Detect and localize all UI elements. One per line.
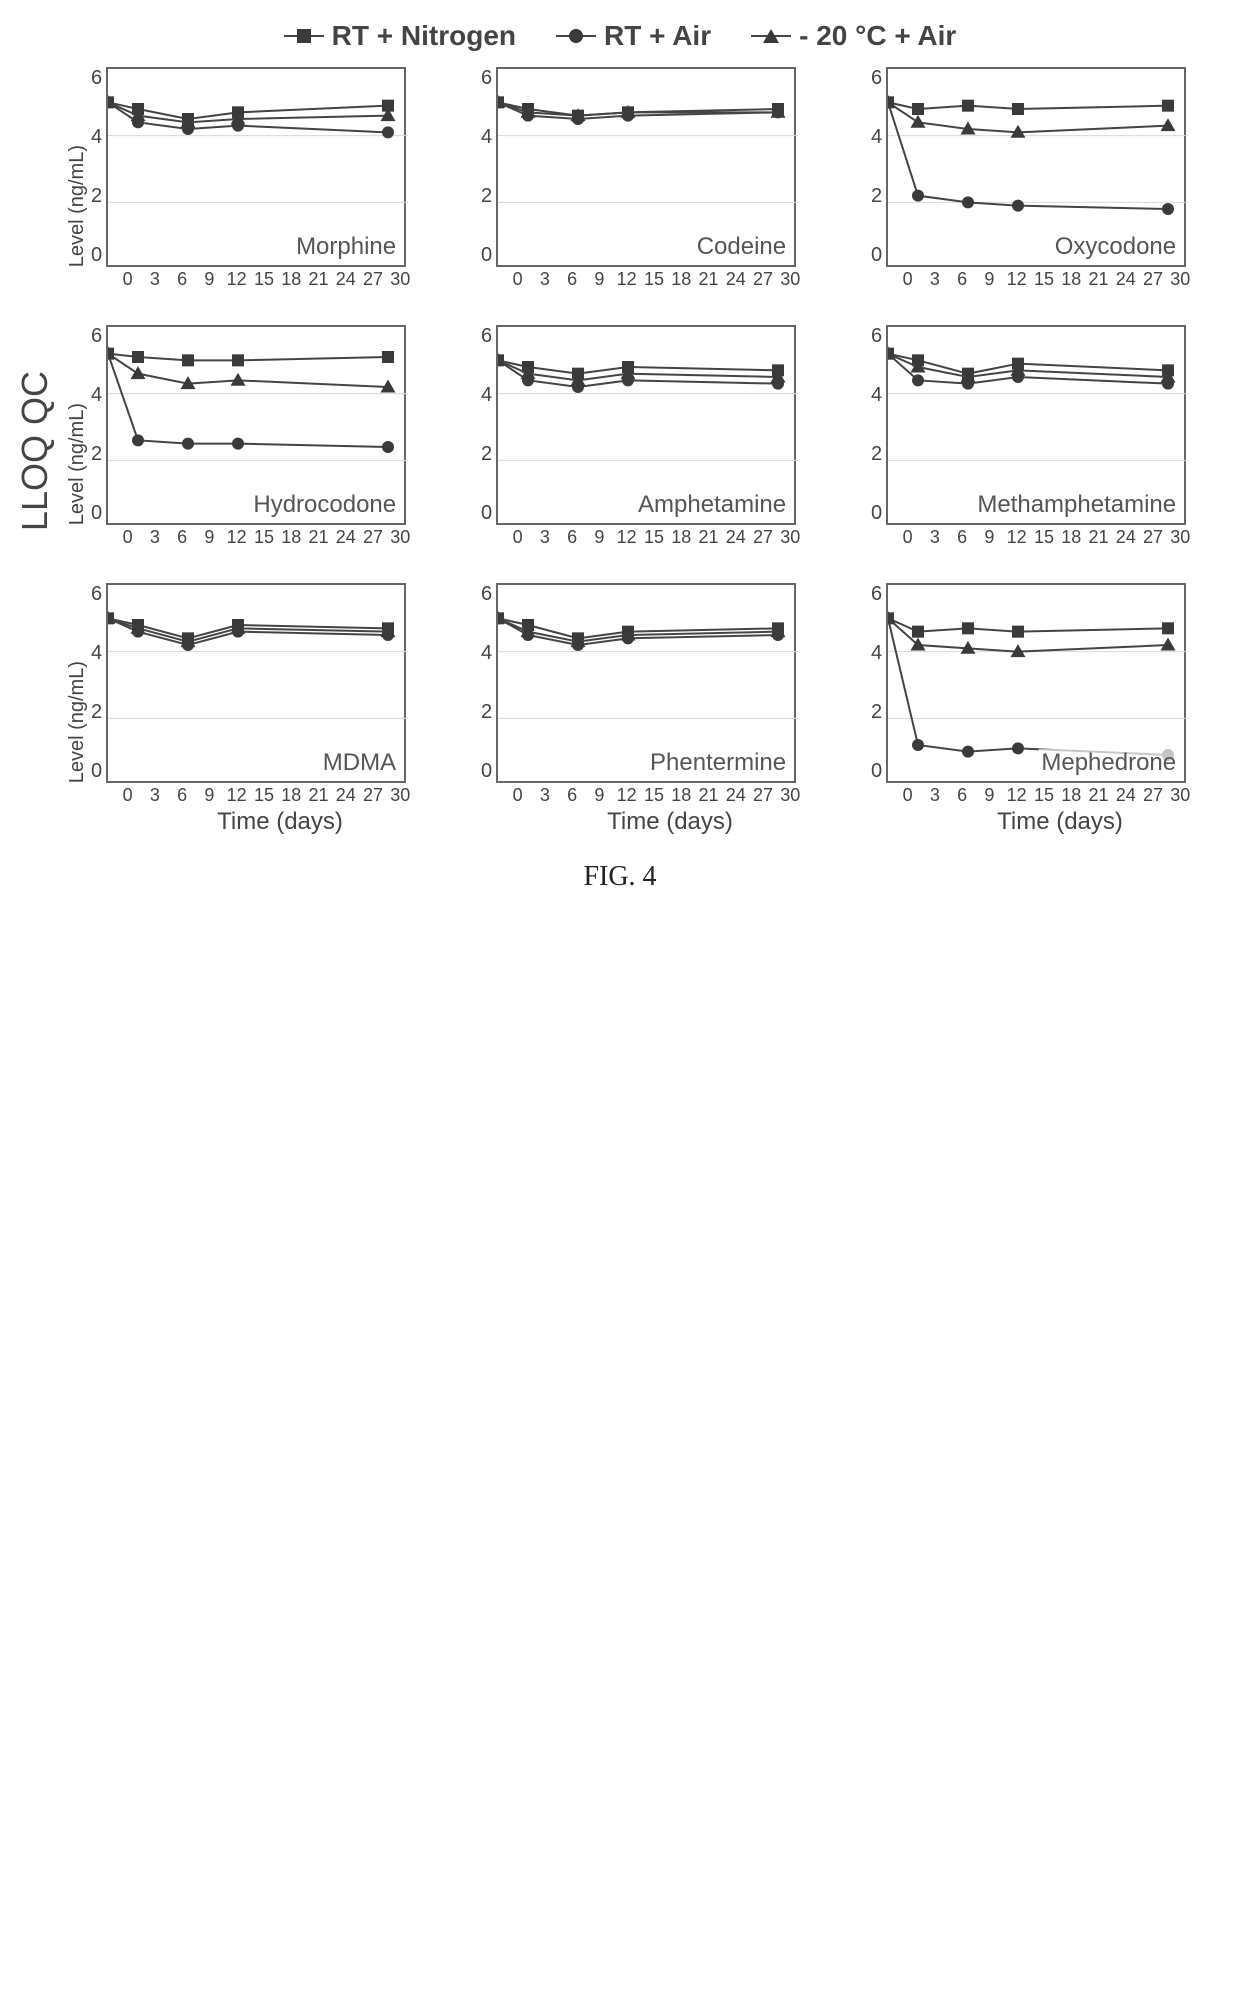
y-ticks: 6420 bbox=[871, 325, 886, 525]
x-ticks: 036912151821242730 bbox=[894, 269, 1194, 290]
y-axis-label bbox=[846, 777, 869, 783]
y-ticks: 6420 bbox=[481, 583, 496, 783]
legend-label: - 20 °C + Air bbox=[799, 20, 956, 52]
chart-title: Amphetamine bbox=[636, 491, 788, 519]
chart-cell: 6420 Amphetamine 036912151821242730 bbox=[456, 325, 836, 578]
chart-title: Codeine bbox=[695, 233, 788, 261]
legend-label: RT + Air bbox=[604, 20, 711, 52]
main-area: LLOQ QC Level (ng/mL)6420Morphine0369121… bbox=[14, 67, 1226, 836]
chart-title: Hydrocodone bbox=[251, 491, 398, 519]
side-label: LLOQ QC bbox=[14, 371, 56, 531]
x-ticks: 036912151821242730 bbox=[114, 527, 414, 548]
figure-container: RT + NitrogenRT + Air- 20 °C + Air LLOQ … bbox=[20, 20, 1220, 893]
y-axis-label bbox=[846, 261, 869, 267]
plot-area: Codeine bbox=[496, 67, 796, 267]
chart-cell: 6420 Methamphetamine 036912151821242730 bbox=[846, 325, 1226, 578]
legend-item: - 20 °C + Air bbox=[751, 20, 956, 52]
y-ticks: 6420 bbox=[91, 67, 106, 267]
circle-icon bbox=[569, 29, 583, 43]
y-axis-label bbox=[846, 519, 869, 525]
chart-title: Oxycodone bbox=[1053, 233, 1178, 261]
triangle-icon bbox=[763, 29, 779, 43]
x-ticks: 036912151821242730 bbox=[114, 785, 414, 806]
chart-cell: Level (ng/mL)6420 Hydrocodone 036912151821… bbox=[66, 325, 446, 578]
chart-cell: 6420 Oxycodone 036912151821242730 bbox=[846, 67, 1226, 320]
chart-title: Morphine bbox=[294, 233, 398, 261]
legend: RT + Nitrogen RT + Air - 20 °C + Air bbox=[284, 20, 957, 52]
y-axis-label: Level (ng/mL) bbox=[66, 661, 89, 783]
legend-item: RT + Air bbox=[556, 20, 711, 52]
plot-area: Oxycodone bbox=[886, 67, 1186, 267]
y-ticks: 6420 bbox=[871, 583, 886, 783]
y-ticks: 6420 bbox=[481, 325, 496, 525]
x-axis-label: Time (days) bbox=[114, 808, 446, 836]
y-axis-label bbox=[456, 777, 479, 783]
y-axis-label bbox=[456, 519, 479, 525]
x-ticks: 036912151821242730 bbox=[114, 269, 414, 290]
y-axis-label bbox=[456, 261, 479, 267]
y-axis-label: Level (ng/mL) bbox=[66, 403, 89, 525]
plot-area: Morphine bbox=[106, 67, 406, 267]
chart-title: Mephedrone bbox=[1039, 749, 1178, 777]
legend-item: RT + Nitrogen bbox=[284, 20, 516, 52]
chart-cell: Level (ng/mL)6420 MDMA 036912151821242730T… bbox=[66, 583, 446, 836]
y-axis-label: Level (ng/mL) bbox=[66, 145, 89, 267]
x-ticks: 036912151821242730 bbox=[504, 269, 804, 290]
x-ticks: 036912151821242730 bbox=[504, 527, 804, 548]
x-axis-label: Time (days) bbox=[894, 808, 1226, 836]
y-ticks: 6420 bbox=[91, 583, 106, 783]
x-ticks: 036912151821242730 bbox=[894, 785, 1194, 806]
chart-cell: Level (ng/mL)6420 Morphine 036912151821242… bbox=[66, 67, 446, 320]
plot-area: Amphetamine bbox=[496, 325, 796, 525]
figure-caption: FIG. 4 bbox=[583, 861, 656, 893]
chart-title: MDMA bbox=[321, 749, 398, 777]
plot-area: Mephedrone bbox=[886, 583, 1186, 783]
chart-title: Methamphetamine bbox=[975, 491, 1178, 519]
x-axis-label: Time (days) bbox=[504, 808, 836, 836]
x-ticks: 036912151821242730 bbox=[894, 527, 1194, 548]
chart-title: Phentermine bbox=[648, 749, 788, 777]
y-ticks: 6420 bbox=[871, 67, 886, 267]
chart-cell: 6420 Mephedrone 036912151821242730Time (da… bbox=[846, 583, 1226, 836]
plot-area: Hydrocodone bbox=[106, 325, 406, 525]
plot-area: Methamphetamine bbox=[886, 325, 1186, 525]
chart-cell: 6420 Codeine 036912151821242730 bbox=[456, 67, 836, 320]
y-ticks: 6420 bbox=[481, 67, 496, 267]
plot-area: Phentermine bbox=[496, 583, 796, 783]
legend-label: RT + Nitrogen bbox=[332, 20, 516, 52]
square-icon bbox=[297, 29, 311, 43]
chart-grid: Level (ng/mL)6420Morphine036912151821242… bbox=[66, 67, 1226, 836]
x-ticks: 036912151821242730 bbox=[504, 785, 804, 806]
chart-cell: 6420 Phentermine 036912151821242730Time (d… bbox=[456, 583, 836, 836]
y-ticks: 6420 bbox=[91, 325, 106, 525]
plot-area: MDMA bbox=[106, 583, 406, 783]
